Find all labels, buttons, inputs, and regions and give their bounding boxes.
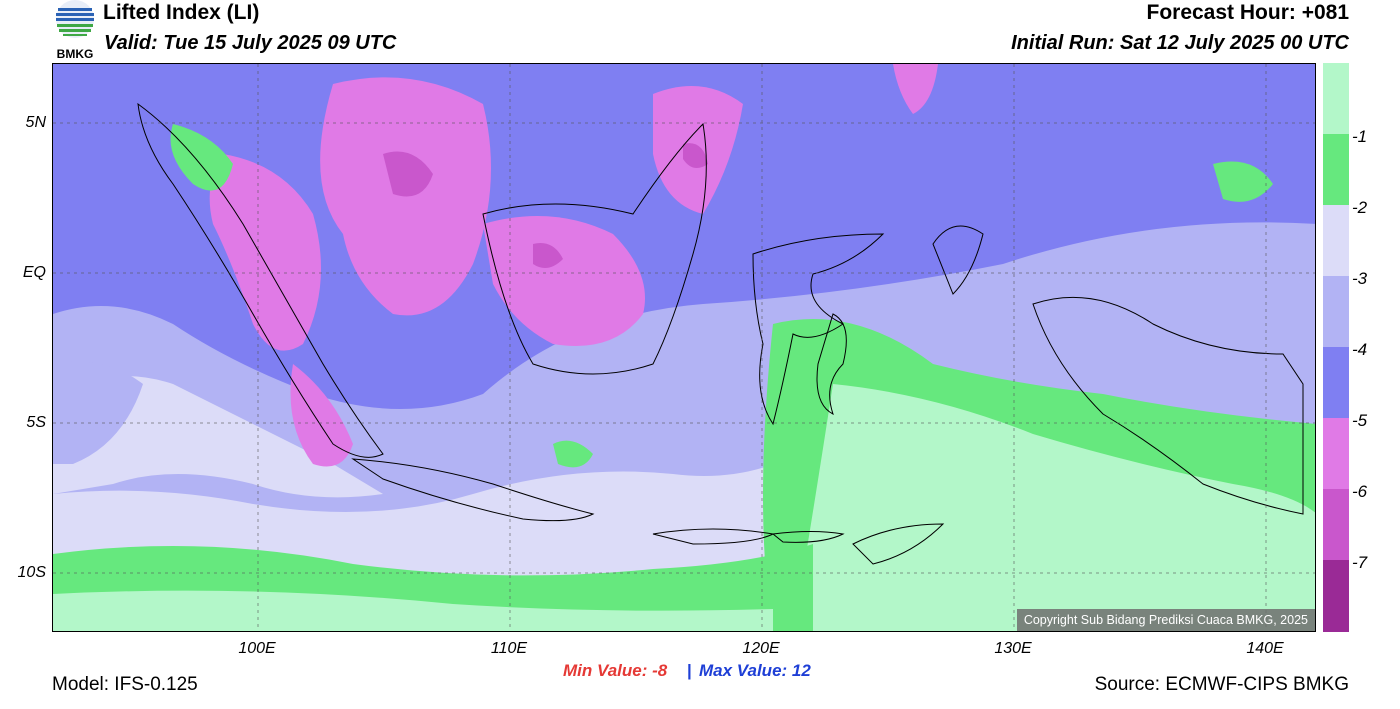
colorbar-label: -6 [1352, 482, 1368, 501]
colorbar [1323, 63, 1349, 632]
forecast-hour: Forecast Hour: +081 [1146, 1, 1350, 24]
stats-separator: | [687, 661, 692, 680]
lon-label-120e: 120E [742, 640, 780, 657]
colorbar-swatch [1323, 276, 1349, 347]
colorbar-label: -2 [1352, 198, 1368, 217]
colorbar-label: -4 [1352, 340, 1368, 359]
valid-time: Valid: Tue 15 July 2025 09 UTC [104, 32, 397, 54]
min-value: Min Value: -8 [563, 661, 668, 680]
lon-label-140e: 140E [1246, 640, 1284, 657]
lifted-index-map: Copyright Sub Bidang Prediksi Cuaca BMKG… [52, 63, 1316, 632]
colorbar-swatch [1323, 489, 1349, 560]
max-value: Max Value: 12 [699, 661, 811, 680]
lat-label-5s: 5S [26, 414, 46, 431]
lon-label-130e: 130E [994, 640, 1032, 657]
lon-label-100e: 100E [238, 640, 276, 657]
logo-text: BMKG [57, 47, 94, 60]
lon-label-110e: 110E [490, 640, 528, 657]
initial-run: Initial Run: Sat 12 July 2025 00 UTC [1011, 32, 1349, 54]
colorbar-swatch [1323, 134, 1349, 205]
colorbar-swatch [1323, 418, 1349, 489]
colorbar-label: -3 [1352, 269, 1368, 288]
copyright-notice: Copyright Sub Bidang Prediksi Cuaca BMKG… [1016, 609, 1315, 631]
map-title: Lifted Index (LI) [103, 1, 260, 24]
colorbar-label: -5 [1352, 411, 1368, 430]
colorbar-swatch [1323, 347, 1349, 418]
source-label: Source: ECMWF-CIPS BMKG [1094, 674, 1349, 695]
colorbar-swatch [1323, 560, 1349, 632]
lat-label-10s: 10S [17, 564, 46, 581]
colorbar-label: -7 [1352, 553, 1368, 572]
colorbar-swatch [1323, 63, 1349, 134]
model-label: Model: IFS-0.125 [52, 674, 198, 695]
bmkg-logo: BMKG [52, 0, 98, 61]
lat-label-eq: EQ [22, 264, 46, 281]
colorbar-swatch [1323, 205, 1349, 276]
lat-label-5n: 5N [25, 114, 46, 131]
colorbar-label: -1 [1352, 127, 1368, 146]
